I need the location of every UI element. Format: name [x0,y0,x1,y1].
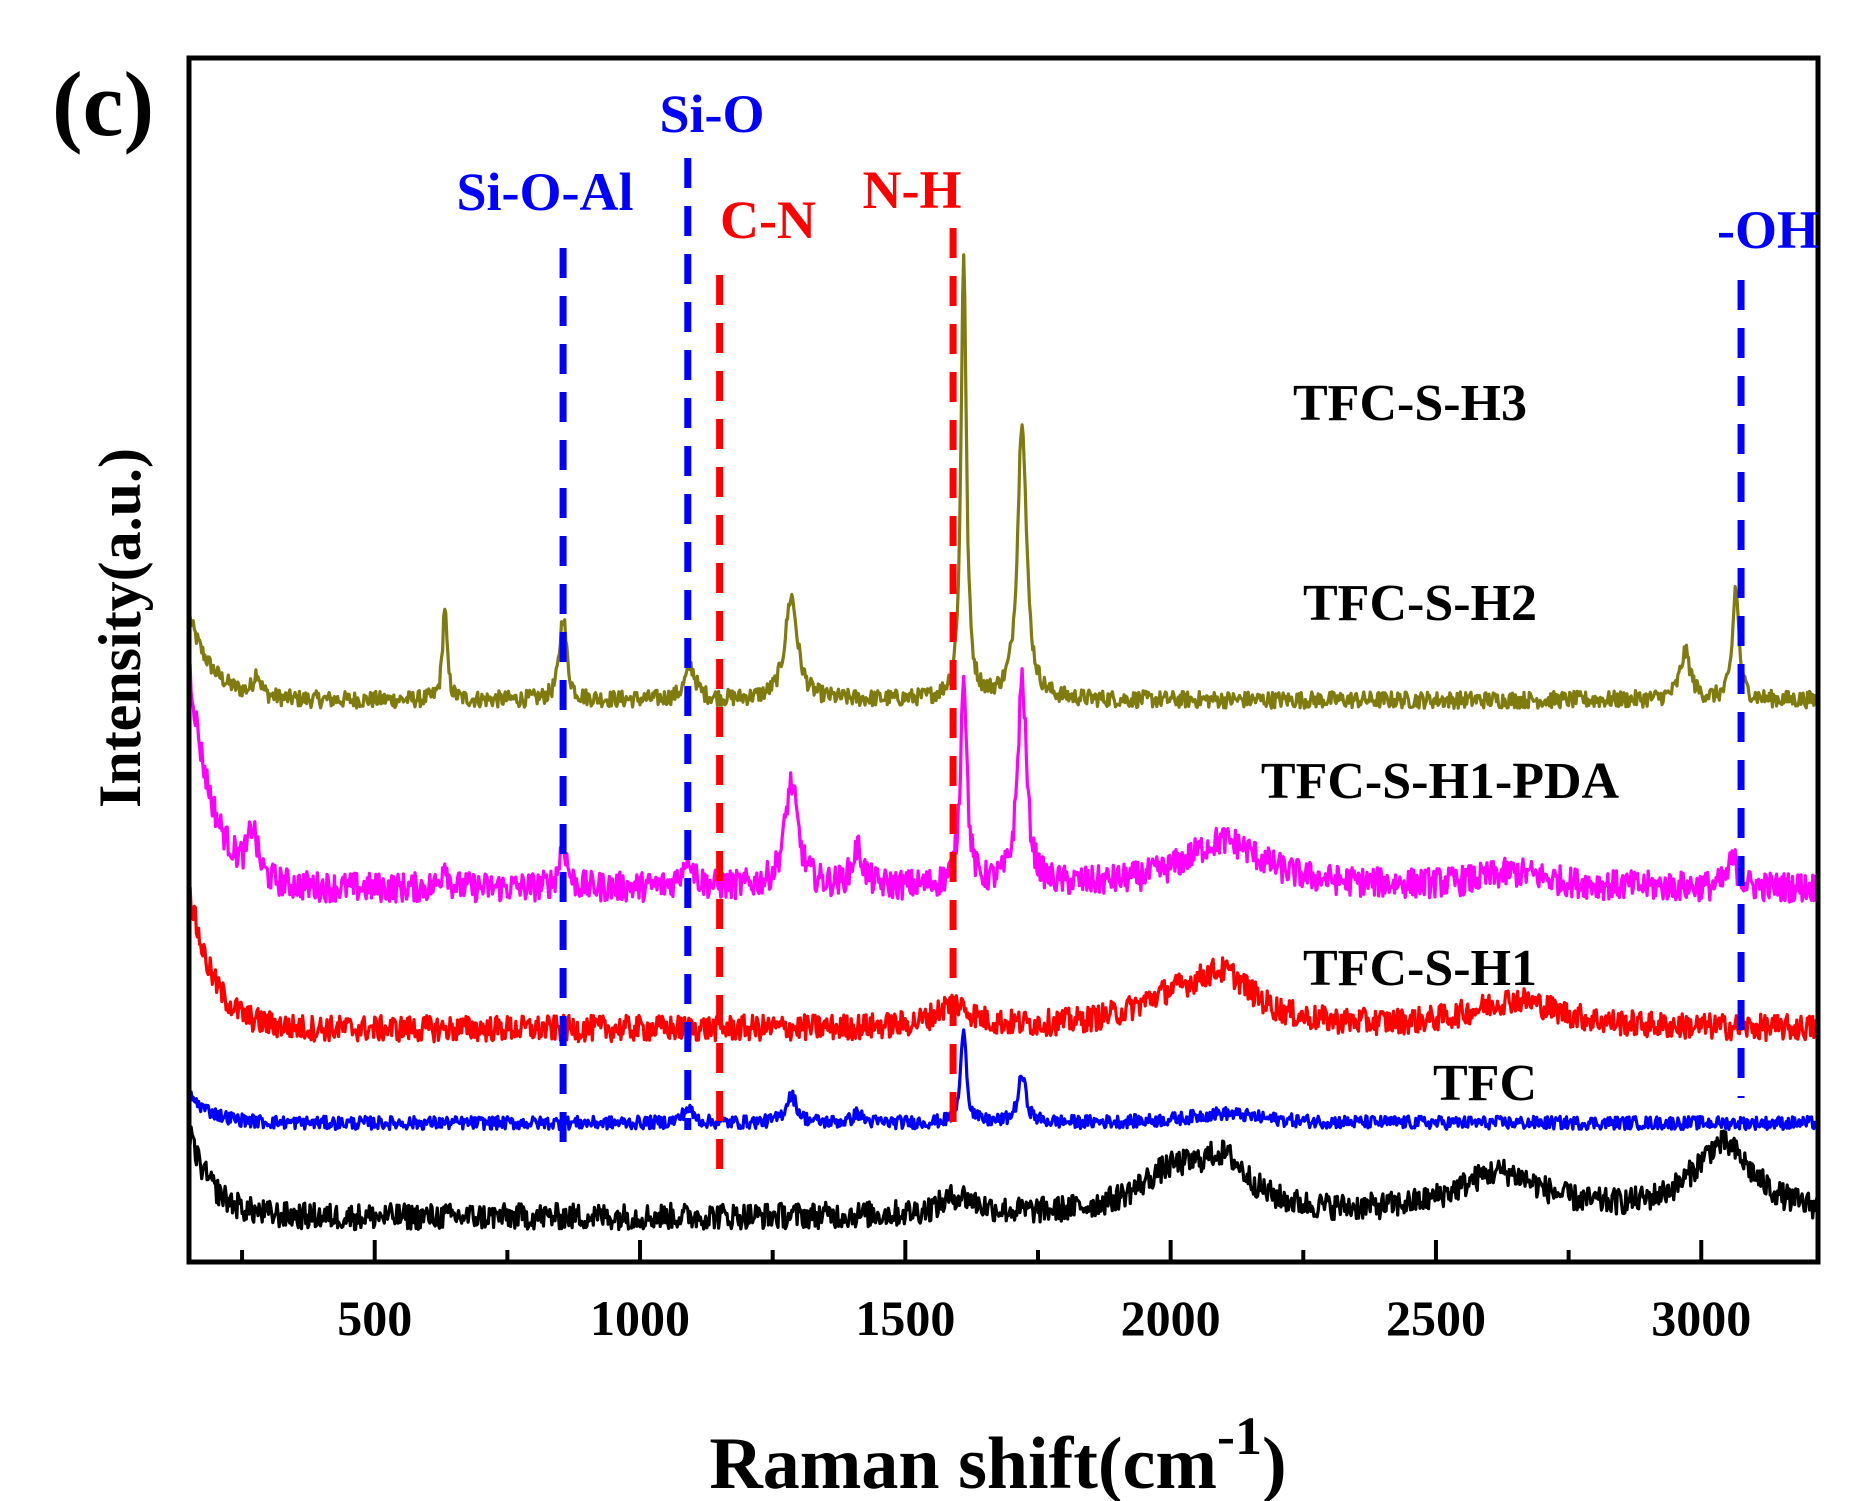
x-tick-label: 3000 [1651,1290,1751,1346]
y-axis-label: Intensity(a.u.) [87,448,153,808]
series-label-tfc-s-h1-pda: TFC-S-H1-PDA [1261,753,1620,810]
annotation-label-oh: -OH [1717,200,1819,260]
x-tick-label: 2000 [1121,1290,1221,1346]
annotation-label-nh: N-H [863,160,962,220]
series-tfc [188,1125,1820,1232]
plot-frame [186,55,1821,1265]
x-tick-label: 500 [337,1290,412,1346]
annotation-label-sio: Si-O [659,84,764,144]
x-tick-label: 1000 [590,1290,690,1346]
x-tick-label: 2500 [1386,1290,1486,1346]
series-layer [188,253,1820,1232]
series-label-tfc-s-h1: TFC-S-H1 [1303,940,1537,997]
series-tfc-s-h1-pda [188,886,1820,1044]
annotation-label-cn: C-N [720,190,816,250]
x-axis-label-close: ) [1262,1423,1287,1501]
x-axis-label-superscript: -1 [1217,1406,1262,1466]
series-tfc-s-h1 [188,1028,1820,1132]
series-label-tfc-s-h2: TFC-S-H2 [1303,575,1537,632]
panel-label: (c) [52,53,154,155]
annotation-lines [559,158,1745,1170]
x-axis-label: Raman shift(cm-1) [709,1406,1286,1501]
series-tfc-s-h2 [188,664,1820,904]
series-label-tfc: TFC [1433,1055,1537,1112]
x-axis-ticks [240,1240,1704,1262]
annotation-label-sioal: Si-O-Al [456,162,633,222]
series-label-tfc-s-h3: TFC-S-H3 [1293,375,1527,432]
x-axis-label-main: Raman shift(cm [709,1423,1217,1501]
series-tfc-s-h3 [188,253,1820,710]
x-tick-label: 1500 [855,1290,955,1346]
labels: 500 1000 1500 2000 2500 3000 TFC-S-H3 TFC-S-H2 T… [337,84,1819,1346]
